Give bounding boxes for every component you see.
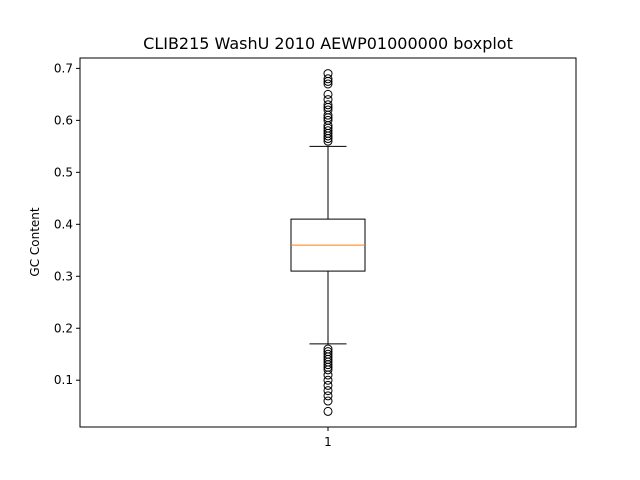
outlier-point <box>323 386 333 396</box>
plot-area <box>290 69 366 416</box>
y-tick-label: 0.1 <box>54 373 73 387</box>
y-tick-label: 0.3 <box>54 269 73 283</box>
y-tick-label: 0.2 <box>54 321 73 335</box>
outlier-point <box>323 360 333 370</box>
axes-frame <box>79 57 577 428</box>
y-axis-label: GC Content <box>28 207 42 277</box>
outlier-point <box>323 365 333 375</box>
outlier-point <box>323 396 333 406</box>
outlier-point <box>323 375 333 385</box>
outlier-point <box>323 89 333 99</box>
outlier-point <box>323 95 333 105</box>
outlier-point <box>323 100 333 110</box>
outlier-point <box>323 69 333 79</box>
x-axis: 1 <box>324 427 332 449</box>
x-tick-label: 1 <box>324 435 332 449</box>
outlier-point <box>323 79 333 89</box>
outlier-point <box>323 126 333 136</box>
outlier-point <box>323 370 333 380</box>
y-tick-label: 0.7 <box>54 61 73 75</box>
y-axis: 0.1 0.2 0.3 0.4 0.5 0.6 0.7 <box>54 61 80 387</box>
y-tick-label: 0.6 <box>54 113 73 127</box>
y-tick-label: 0.4 <box>54 217 73 231</box>
chart-title: CLIB215 WashU 2010 AEWP01000000 boxplot <box>143 34 513 53</box>
outlier-point <box>323 391 333 401</box>
outlier-point <box>323 115 333 125</box>
outlier-point <box>323 105 333 115</box>
outlier-point <box>323 406 333 416</box>
y-tick-label: 0.5 <box>54 165 73 179</box>
outlier-point <box>323 74 333 84</box>
outlier-point <box>323 380 333 390</box>
